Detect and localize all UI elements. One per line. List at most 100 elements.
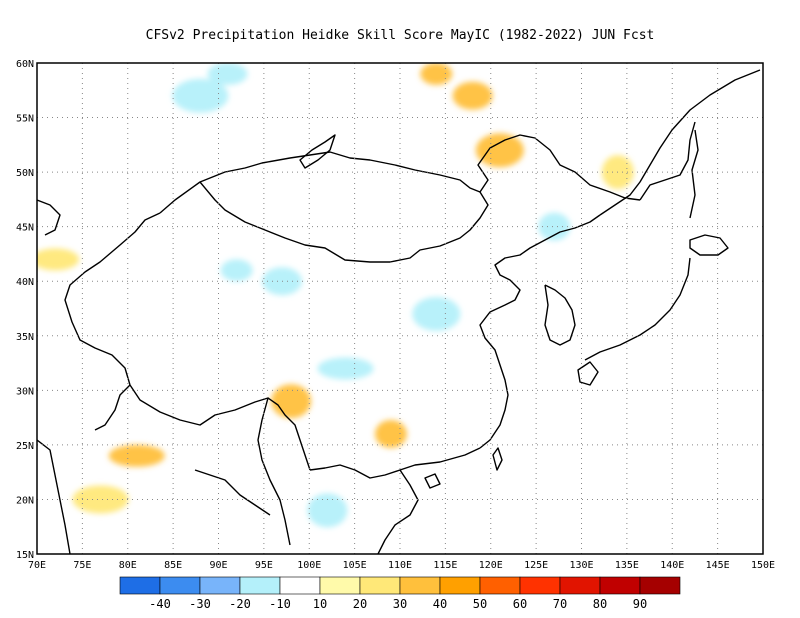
negative-skill-patch: [172, 78, 229, 113]
mongolia-china-border: [199, 181, 489, 263]
myanmar-border: [257, 397, 291, 546]
negative-skill-patch: [220, 259, 253, 282]
colorbar-swatch: [119, 576, 161, 595]
colorbar-label: 80: [593, 597, 607, 611]
colorbar-label: 50: [473, 597, 487, 611]
himalaya-border: [94, 384, 131, 431]
negative-skill-patch: [207, 63, 248, 85]
skill-score-field: [37, 63, 763, 554]
negative-skill-patch: [538, 212, 571, 241]
latitude-tick-label: 25N: [16, 441, 34, 452]
latitude-tick-labels: 15N 20N 25N 30N 35N 40N 45N 50N 55N 60N: [16, 59, 34, 561]
longitude-tick-label: 90E: [209, 560, 227, 571]
taiwan: [492, 447, 503, 471]
colorbar-swatch: [519, 576, 561, 595]
colorbar-label: 20: [353, 597, 367, 611]
colorbar-label: -20: [229, 597, 251, 611]
negative-skill-patch: [307, 493, 348, 528]
colorbar-label: -40: [149, 597, 171, 611]
longitude-tick-label: 85E: [164, 560, 182, 571]
colorbar-label: 40: [433, 597, 447, 611]
negative-skill-patch: [412, 296, 461, 331]
coastlines-and-borders: [37, 69, 761, 554]
colorbar-label: 10: [313, 597, 327, 611]
latitude-tick-label: 30N: [16, 386, 34, 397]
china-south-border: [309, 447, 481, 479]
hainan: [424, 473, 441, 489]
latitude-tick-label: 15N: [16, 550, 34, 561]
longitude-tick-label: 120E: [479, 560, 503, 571]
colorbar-swatch: [479, 576, 521, 595]
india-coast: [37, 439, 71, 554]
longitude-tick-label: 135E: [615, 560, 639, 571]
latitude-tick-label: 55N: [16, 114, 34, 125]
longitude-tick-labels: 70E 75E 80E 85E 90E 95E 100E 105E 110E 115E 120E 12…: [28, 560, 775, 571]
positive-skill-patch: [271, 384, 312, 419]
latitude-tick-label: 35N: [16, 332, 34, 343]
colorbar-swatch: [159, 576, 201, 595]
colorbar-swatch: [399, 576, 441, 595]
positive-skill-patch: [72, 485, 129, 514]
longitude-tick-label: 95E: [255, 560, 273, 571]
latitude-tick-label: 45N: [16, 223, 34, 234]
colorbar-swatch: [199, 576, 241, 595]
china-east-coast: [479, 214, 601, 449]
positive-skill-patch: [374, 419, 407, 448]
japan-hokkaido: [689, 234, 729, 256]
negative-skill-patch: [553, 81, 610, 110]
colorbar-swatch: [599, 576, 641, 595]
colorbar-swatch: [359, 576, 401, 595]
plot-frame: [36, 62, 764, 555]
mongolia-russia-border: [159, 134, 641, 214]
indochina-coast: [377, 469, 419, 554]
positive-skill-patch: [420, 63, 453, 85]
longitude-tick-label: 105E: [343, 560, 367, 571]
china-west-border: [64, 212, 311, 471]
negative-skill-patch: [348, 114, 397, 143]
longitude-tick-label: 75E: [73, 560, 91, 571]
longitude-tick-label: 70E: [28, 560, 46, 571]
longitude-tick-label: 130E: [569, 560, 593, 571]
japan-honshu: [584, 257, 691, 361]
latitude-tick-label: 40N: [16, 277, 34, 288]
colorbar-label: -10: [269, 597, 291, 611]
baikal-lake: [299, 134, 336, 169]
kamchatka-coast: [639, 121, 696, 201]
longitude-tick-label: 80E: [119, 560, 137, 571]
colorbar-swatch: [239, 576, 281, 595]
longitude-tick-label: 150E: [751, 560, 775, 571]
positive-skill-patch: [37, 248, 80, 271]
colorbar-swatch: [279, 576, 321, 595]
colorbar-swatch: [639, 576, 681, 595]
colorbar: -40 -30 -20 -10 10 20 30 40 50 60 70 80 90: [119, 576, 681, 611]
latitude-tick-label: 50N: [16, 168, 34, 179]
latitude-tick-label: 20N: [16, 495, 34, 506]
negative-skill-patch: [37, 128, 80, 151]
colorbar-label: -30: [189, 597, 211, 611]
latitude-tick-label: 60N: [16, 59, 34, 70]
colorbar-label: 60: [513, 597, 527, 611]
colorbar-swatch: [319, 576, 361, 595]
longitude-tick-label: 125E: [524, 560, 548, 571]
caspian-aral: [37, 199, 61, 236]
positive-skill-patch: [475, 133, 524, 168]
sakhalin: [689, 129, 699, 219]
korea-coast: [544, 284, 576, 346]
colorbar-label: 90: [633, 597, 647, 611]
negative-skill-patch: [317, 357, 374, 380]
positive-skill-patch: [452, 81, 493, 110]
map-title: CFSv2 Precipitation Heidke Skill Score M…: [145, 28, 655, 43]
positive-skill-patch: [108, 444, 165, 467]
longitude-tick-label: 100E: [297, 560, 321, 571]
colorbar-swatch: [439, 576, 481, 595]
japan-kyushu: [577, 361, 599, 386]
russia-pacific-coast: [599, 69, 761, 216]
longitude-tick-label: 145E: [706, 560, 730, 571]
longitude-tick-label: 115E: [433, 560, 457, 571]
longitude-tick-label: 140E: [660, 560, 684, 571]
bay-of-bengal-coast: [194, 469, 271, 516]
longitude-tick-label: 110E: [388, 560, 412, 571]
colorbar-label: 70: [553, 597, 567, 611]
colorbar-swatch: [559, 576, 601, 595]
